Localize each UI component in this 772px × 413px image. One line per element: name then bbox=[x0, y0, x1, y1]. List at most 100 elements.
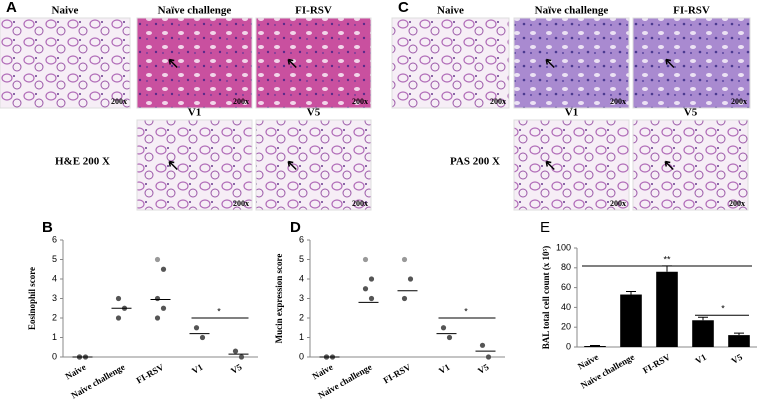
data-point bbox=[154, 295, 161, 302]
data-point bbox=[115, 295, 122, 302]
significance-label: * bbox=[464, 306, 468, 316]
x-tick-label: FI-RSV bbox=[382, 362, 413, 386]
y-tick-label: 0 bbox=[299, 351, 304, 361]
significance-label: ** bbox=[663, 254, 671, 264]
error-bar bbox=[734, 332, 744, 336]
error-bar bbox=[698, 316, 708, 321]
stain-label: H&E 200 X bbox=[55, 156, 110, 168]
bar bbox=[656, 271, 678, 347]
image-label: FI-RSV bbox=[673, 5, 710, 17]
significance-label: * bbox=[721, 304, 725, 314]
x-tick-label: V5 bbox=[730, 352, 745, 366]
image-label: V1 bbox=[565, 107, 578, 119]
bar bbox=[728, 335, 750, 347]
panel-letter: B bbox=[42, 219, 53, 236]
arrow bbox=[545, 58, 555, 69]
histology-image bbox=[391, 17, 510, 109]
y-tick-label: 1 bbox=[299, 332, 304, 342]
x-tick-label: V1 bbox=[694, 352, 709, 366]
panel-letter: D bbox=[290, 219, 301, 236]
magnification: 200x bbox=[352, 97, 368, 106]
y-tick-label: 4 bbox=[52, 273, 57, 283]
data-point bbox=[401, 256, 408, 263]
significance-label: * bbox=[217, 306, 221, 316]
image-label: FI-RSV bbox=[295, 5, 332, 17]
histology-image bbox=[632, 17, 751, 109]
y-tick-label: 3 bbox=[52, 293, 57, 303]
y-tick-label: 2 bbox=[299, 312, 304, 322]
y-axis-label: BAL total cell count (x 10⁵) bbox=[541, 246, 551, 349]
arrow bbox=[287, 160, 297, 171]
y-tick-label: 3 bbox=[299, 293, 304, 303]
histology-image bbox=[255, 119, 372, 211]
y-tick-label: 4 bbox=[299, 273, 304, 283]
histology-image bbox=[513, 119, 630, 211]
data-point bbox=[407, 276, 414, 282]
stain-label: PAS 200 X bbox=[450, 156, 500, 168]
x-tick-label: Naive bbox=[63, 362, 87, 382]
panel-letter: C bbox=[398, 0, 409, 16]
x-tick-label: V5 bbox=[229, 362, 244, 376]
y-tick-label: 5 bbox=[52, 254, 57, 264]
y-tick-label: 20 bbox=[561, 322, 571, 332]
panel-letter: A bbox=[6, 0, 17, 16]
y-tick-label: 100 bbox=[556, 242, 571, 252]
y-tick-label: 80 bbox=[561, 262, 571, 272]
y-axis-label: Eosinophil score bbox=[27, 267, 37, 330]
histology-image bbox=[255, 17, 372, 109]
error-bar bbox=[662, 265, 672, 272]
y-tick-label: 0 bbox=[566, 341, 571, 351]
data-point bbox=[154, 315, 161, 321]
data-point bbox=[160, 305, 167, 311]
data-point bbox=[362, 286, 369, 292]
histology-image bbox=[0, 17, 131, 109]
bar bbox=[692, 320, 714, 347]
data-point bbox=[485, 354, 492, 360]
x-tick-label: FI-RSV bbox=[641, 352, 672, 376]
magnification: 200x bbox=[111, 97, 127, 106]
data-point bbox=[362, 256, 369, 263]
data-point bbox=[479, 342, 486, 348]
data-point bbox=[160, 266, 167, 272]
data-point bbox=[199, 334, 206, 341]
arrow bbox=[168, 160, 178, 171]
data-point bbox=[193, 325, 200, 331]
data-point bbox=[115, 315, 122, 321]
y-tick-label: 40 bbox=[561, 302, 571, 312]
x-tick-label: V1 bbox=[437, 362, 452, 376]
y-tick-label: 6 bbox=[52, 234, 57, 244]
image-label: Naive bbox=[52, 5, 79, 17]
data-point bbox=[368, 295, 375, 302]
y-axis-label: Mucin expression score bbox=[274, 254, 284, 344]
magnification: 200x bbox=[490, 97, 506, 106]
histology-image bbox=[136, 17, 253, 109]
y-tick-label: 6 bbox=[299, 234, 304, 244]
image-label: Naïve challenge bbox=[158, 5, 232, 17]
x-tick-label: Naive bbox=[310, 362, 334, 382]
data-point bbox=[232, 348, 239, 354]
histology-image bbox=[632, 119, 749, 211]
data-point bbox=[401, 295, 408, 302]
magnification: 200x bbox=[233, 199, 249, 208]
y-tick-label: 2 bbox=[52, 312, 57, 322]
x-tick-label: FI-RSV bbox=[135, 362, 166, 386]
data-point bbox=[446, 334, 453, 341]
panel-letter: E bbox=[540, 219, 550, 236]
x-tick-label: Naive bbox=[576, 352, 600, 372]
magnification: 200x bbox=[731, 97, 747, 106]
data-point bbox=[440, 325, 447, 331]
image-label: V1 bbox=[188, 107, 201, 119]
histology-image bbox=[513, 17, 630, 109]
y-tick-label: 60 bbox=[561, 282, 571, 292]
data-point bbox=[154, 256, 161, 263]
magnification: 200x bbox=[352, 199, 368, 208]
image-label: Naive bbox=[437, 5, 464, 17]
image-label: V5 bbox=[307, 107, 321, 119]
x-tick-label: V5 bbox=[476, 362, 491, 376]
arrow bbox=[287, 58, 297, 69]
magnification: 200x bbox=[610, 97, 626, 106]
arrow bbox=[168, 58, 178, 69]
y-tick-label: 0 bbox=[52, 351, 57, 361]
data-point bbox=[368, 276, 375, 282]
